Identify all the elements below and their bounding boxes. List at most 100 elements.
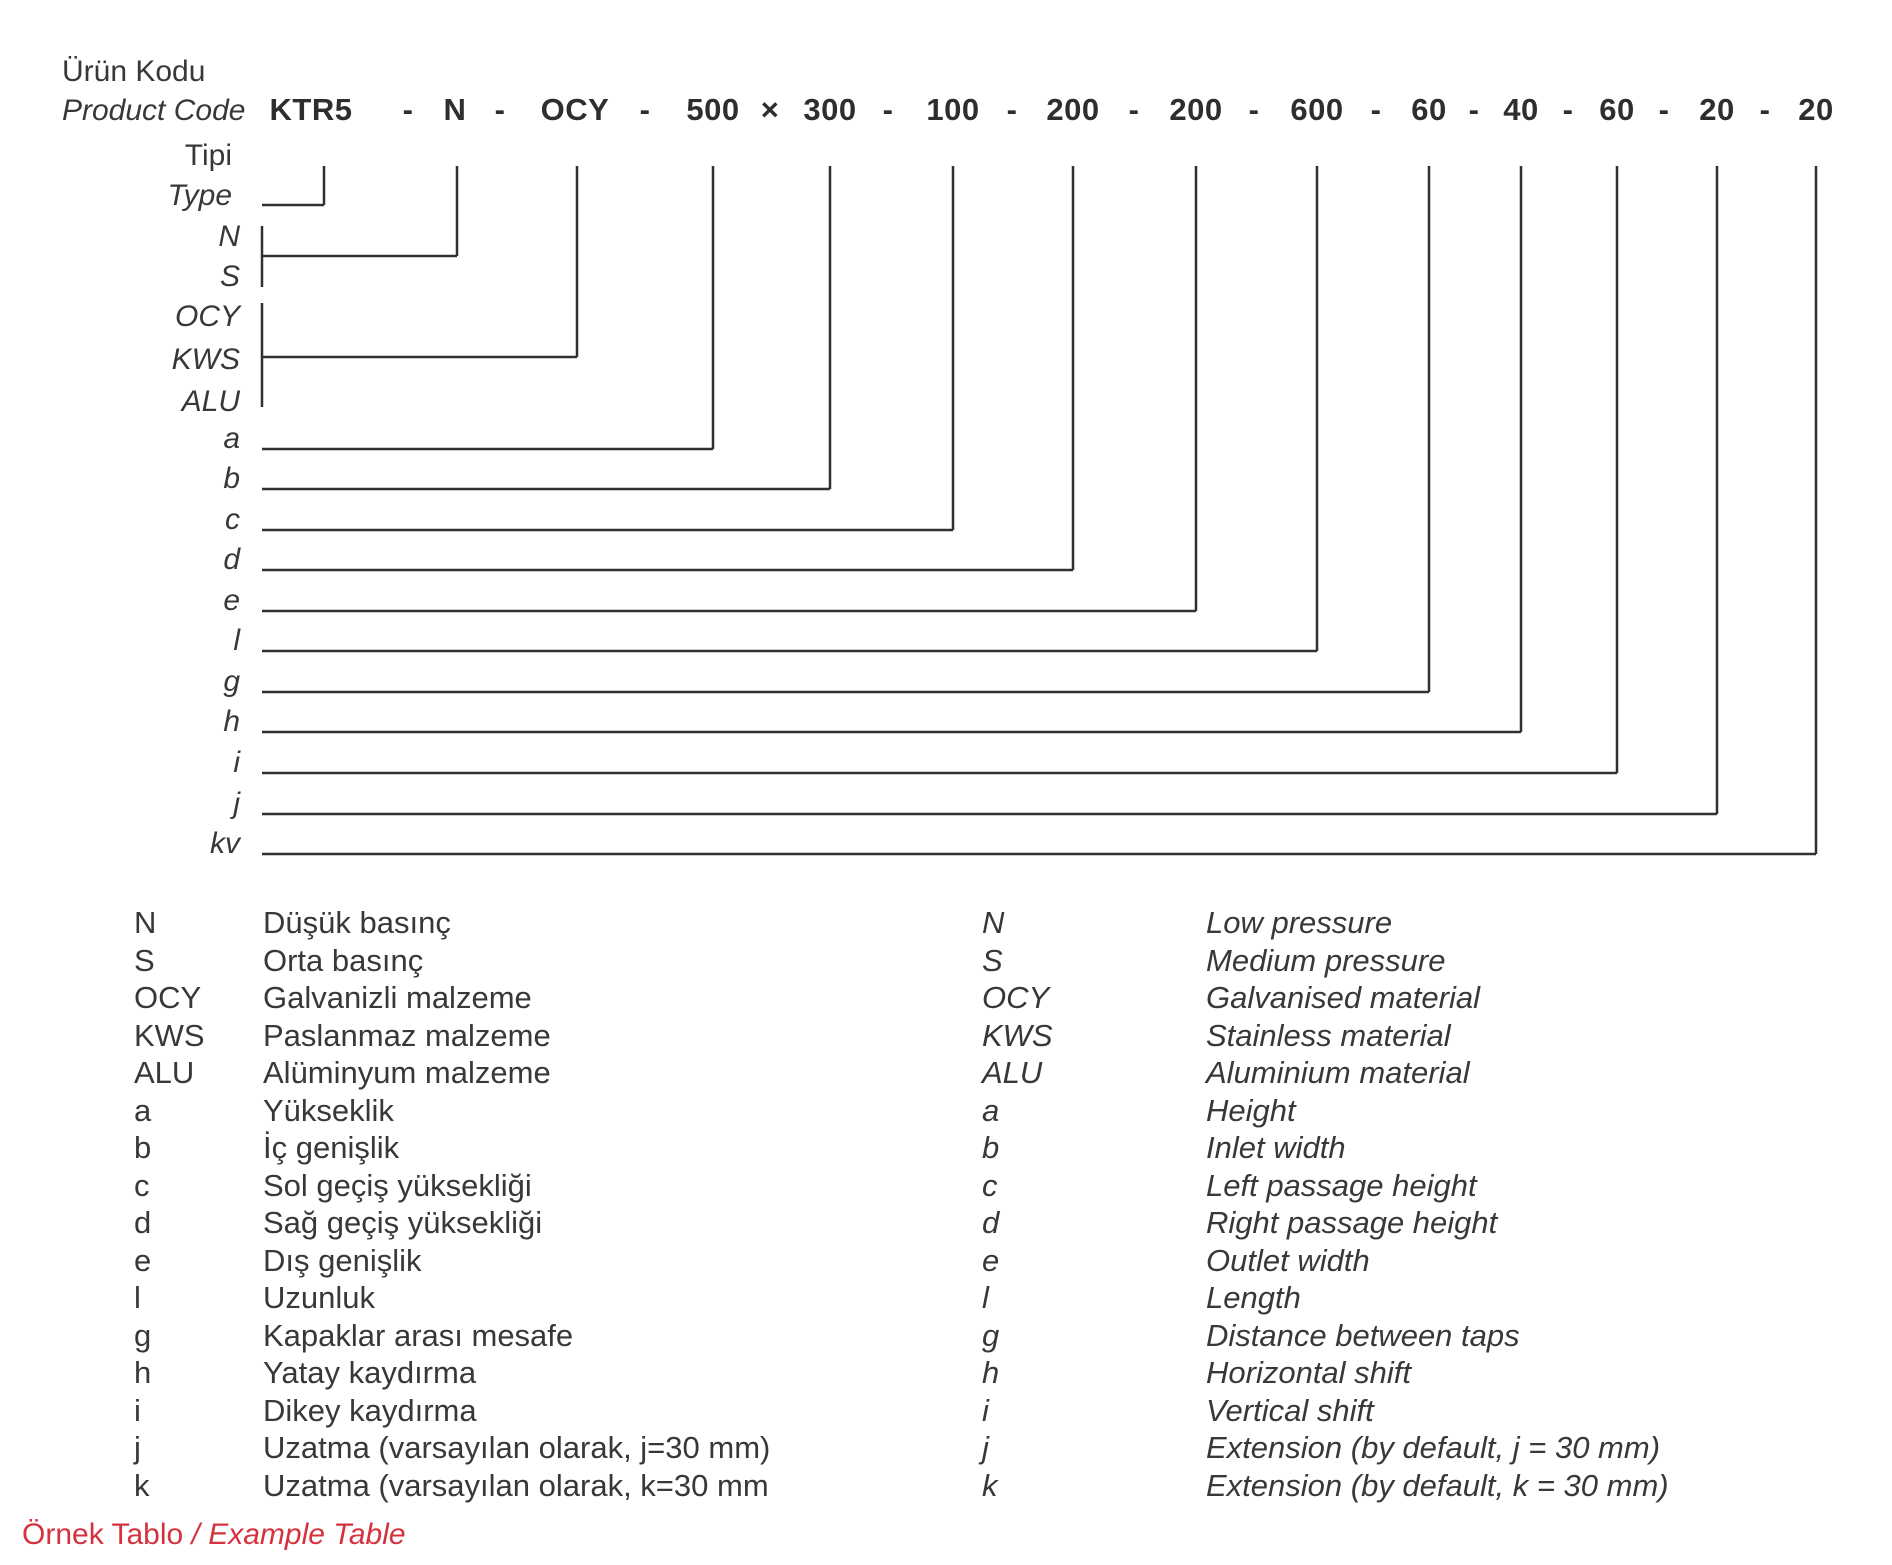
tree-label-g: g [223, 665, 240, 698]
code-token: - [1248, 92, 1260, 127]
legend-desc-tr: Galvanizli malzeme [263, 980, 532, 1015]
code-token: - [494, 92, 506, 127]
legend-key-tr-h: h [134, 1355, 152, 1390]
legend-desc-en: Extension (by default, k = 30 mm) [1206, 1467, 1669, 1503]
code-token: 20 [1798, 92, 1834, 127]
legend-key-en-e: e [982, 1242, 1000, 1278]
legend-key-en-k: k [982, 1467, 998, 1503]
legend-desc-en: Vertical shift [1206, 1392, 1374, 1428]
legend-key-en-a: a [982, 1092, 1000, 1128]
code-token: 40 [1503, 92, 1539, 127]
legend-key-en-g: g [982, 1317, 1000, 1353]
legend-desc-en: Galvanised material [1206, 980, 1480, 1015]
legend-desc-tr: Sol geçiş yüksekliği [263, 1167, 532, 1203]
tree-label-l: l [233, 624, 240, 657]
legend-key-en-S: S [982, 942, 1003, 978]
example-table-caption-english: / Example Table [191, 1518, 406, 1551]
code-token: OCY [540, 92, 610, 127]
code-token: - [1006, 92, 1018, 127]
legend-desc-tr: Yükseklik [263, 1092, 394, 1128]
legend-key-en-d: d [982, 1205, 1000, 1240]
legend-desc-en: Stainless material [1206, 1017, 1451, 1053]
code-token: 200 [1169, 92, 1223, 127]
tree-label-j: j [233, 787, 240, 820]
tree-label-h: h [223, 705, 240, 738]
code-token: 20 [1699, 92, 1735, 127]
legend-desc-tr: Uzatma (varsayılan olarak, k=30 mm [263, 1467, 769, 1503]
legend-key-en-j: j [982, 1430, 989, 1465]
tree-label-a: a [223, 422, 240, 455]
tree-label-kv: kv [210, 827, 240, 860]
tree-label-b: b [223, 462, 240, 495]
legend-desc-en: Left passage height [1206, 1167, 1477, 1203]
legend-desc-tr: Yatay kaydırma [263, 1355, 477, 1390]
tree-label-type: Type [167, 179, 232, 212]
legend-desc-tr: Uzunluk [263, 1280, 375, 1315]
legend-key-tr-ALU: ALU [134, 1055, 195, 1090]
code-token: - [1128, 92, 1140, 127]
code-token: - [639, 92, 651, 127]
legend-key-tr-a: a [134, 1092, 152, 1128]
tree-label-ocy: OCY [174, 300, 240, 333]
code-token: 300 [803, 92, 857, 127]
legend-key-tr-S: S [134, 942, 155, 978]
legend-key-tr-g: g [134, 1317, 152, 1353]
code-token: 60 [1411, 92, 1447, 127]
legend-key-tr-N: N [134, 905, 157, 940]
legend-desc-en: Extension (by default, j = 30 mm) [1206, 1430, 1661, 1465]
example-table-caption-turkish: Örnek Tablo [22, 1518, 192, 1551]
legend-key-tr-OCY: OCY [134, 980, 202, 1015]
code-token: - [1562, 92, 1574, 127]
legend-key-en-h: h [982, 1355, 1000, 1390]
legend-desc-en: Horizontal shift [1206, 1355, 1412, 1390]
legend-desc-en: Right passage height [1206, 1205, 1498, 1240]
legend-key-en-OCY: OCY [982, 980, 1050, 1015]
code-token: - [882, 92, 894, 127]
code-token: - [402, 92, 414, 127]
legend-key-tr-k: k [134, 1467, 150, 1503]
tree-label-kws: KWS [171, 343, 240, 376]
code-token: - [1468, 92, 1480, 127]
legend-desc-tr: Orta basınç [263, 942, 424, 978]
code-token: - [1759, 92, 1771, 127]
tree-label-d: d [223, 543, 240, 576]
legend-key-tr-d: d [134, 1205, 152, 1240]
legend-key-tr-c: c [134, 1167, 150, 1203]
legend-key-en-l: l [982, 1280, 989, 1315]
legend-desc-tr: Uzatma (varsayılan olarak, j=30 mm) [263, 1430, 771, 1465]
legend-desc-tr: Paslanmaz malzeme [263, 1017, 551, 1053]
legend-key-tr-e: e [134, 1242, 152, 1278]
tree-label-c: c [225, 503, 240, 536]
tree-label-e: e [223, 584, 240, 617]
legend-desc-tr: Sağ geçiş yüksekliği [263, 1205, 543, 1240]
page-title-turkish: Ürün Kodu [62, 55, 206, 88]
legend-desc-tr: Dikey kaydırma [263, 1392, 477, 1428]
code-token: N [443, 92, 467, 127]
legend-desc-en: Length [1206, 1280, 1301, 1315]
legend-key-tr-l: l [134, 1280, 141, 1315]
legend-desc-en: Low pressure [1206, 905, 1393, 940]
legend-desc-tr: Kapaklar arası mesafe [263, 1317, 574, 1353]
legend-key-en-c: c [982, 1167, 998, 1203]
code-token: - [1370, 92, 1382, 127]
tree-label-i: i [233, 746, 240, 779]
legend-key-tr-i: i [134, 1392, 141, 1428]
legend-desc-en: Aluminium material [1206, 1055, 1470, 1090]
code-token: 60 [1599, 92, 1635, 127]
legend-key-en-KWS: KWS [982, 1017, 1053, 1053]
legend-desc-en: Distance between taps [1206, 1317, 1520, 1353]
legend-desc-tr: Düşük basınç [263, 905, 451, 940]
page-title-english: Product Code [62, 94, 246, 127]
code-token: × [760, 92, 780, 127]
legend-key-tr-j: j [134, 1430, 141, 1465]
tree-label-s: S [219, 260, 240, 293]
legend-desc-en: Medium pressure [1206, 942, 1446, 978]
legend-key-en-ALU: ALU [982, 1055, 1043, 1090]
example-table-caption: Örnek Tablo / Example Table [22, 1518, 406, 1552]
legend-desc-tr: Alüminyum malzeme [263, 1055, 551, 1090]
tree-label-tipi: Tipi [184, 139, 232, 172]
tree-label-alu: ALU [181, 385, 240, 418]
legend-key-tr-b: b [134, 1130, 152, 1165]
legend-desc-en: Height [1206, 1092, 1296, 1128]
